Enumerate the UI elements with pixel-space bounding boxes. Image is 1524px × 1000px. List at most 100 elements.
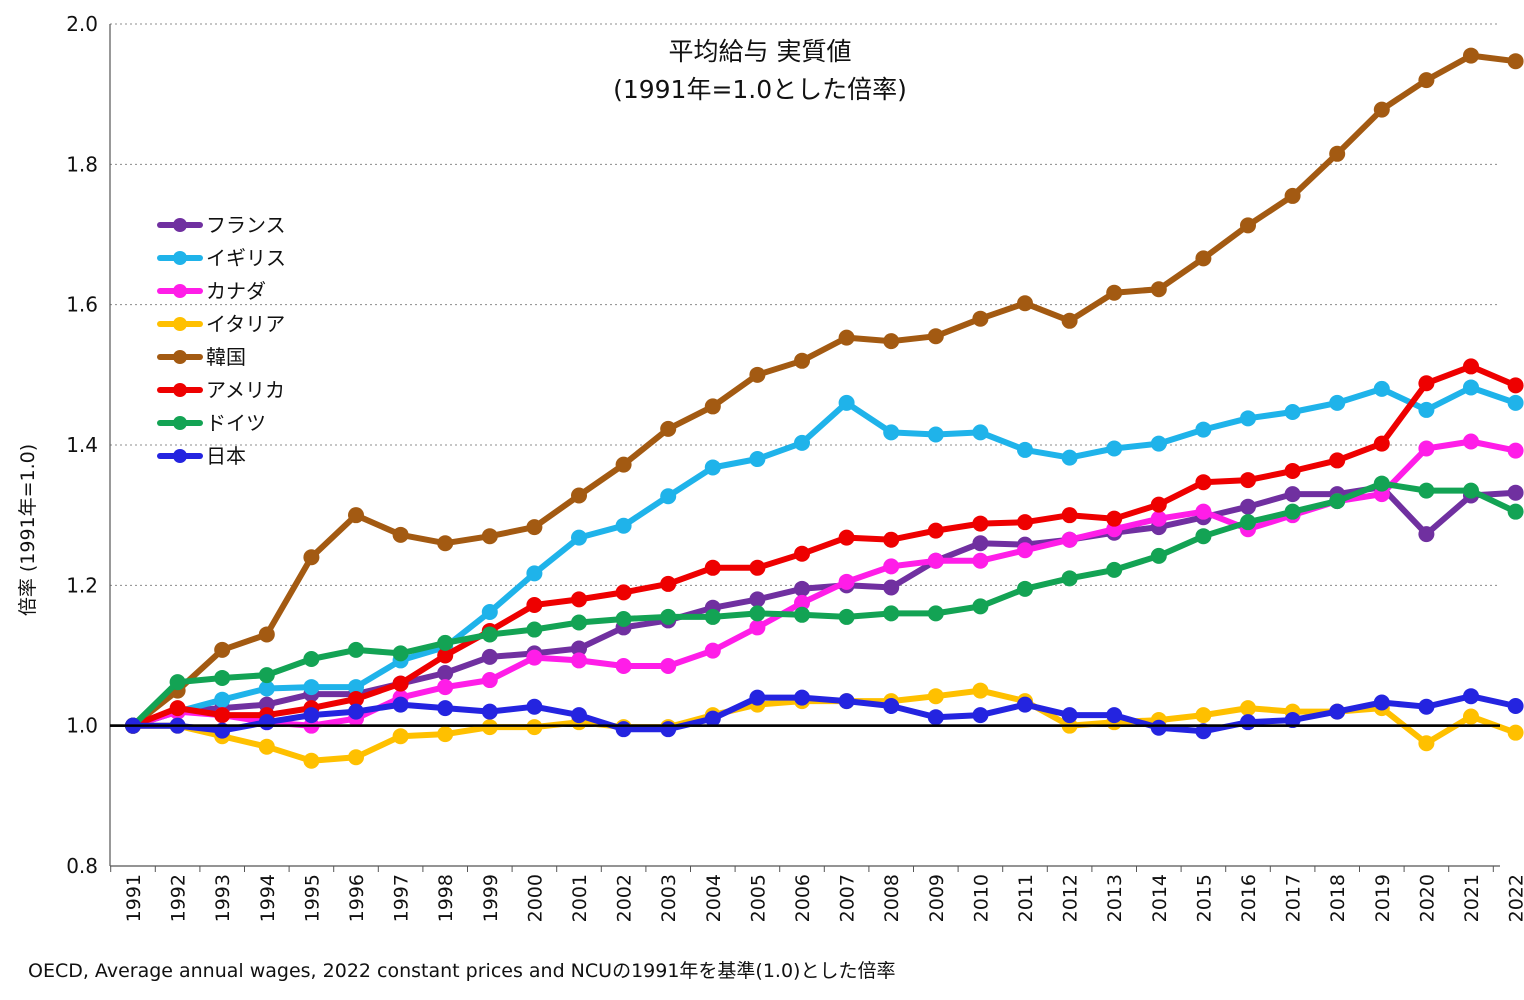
x-tick-label: 1998 xyxy=(435,874,457,922)
data-point xyxy=(615,721,632,738)
data-point xyxy=(348,679,364,696)
data-point xyxy=(214,707,231,724)
data-point xyxy=(794,594,810,611)
x-tick-label: 2021 xyxy=(1461,874,1483,922)
data-point xyxy=(1507,503,1524,520)
data-point xyxy=(1150,435,1167,452)
data-point xyxy=(258,667,275,684)
data-point xyxy=(214,669,231,686)
legend-label: イタリア xyxy=(206,312,285,336)
data-point xyxy=(615,611,632,628)
series-ドイツ xyxy=(125,475,1524,734)
series-フランス xyxy=(125,479,1524,734)
x-tick-label: 2017 xyxy=(1283,874,1305,922)
x-tick-label: 1994 xyxy=(257,874,279,922)
data-point xyxy=(1507,484,1524,501)
data-point xyxy=(303,752,320,769)
data-point xyxy=(972,424,989,441)
data-point xyxy=(838,394,855,411)
data-point xyxy=(258,714,275,731)
data-point xyxy=(1418,401,1435,418)
data-point xyxy=(526,698,543,715)
x-tick-label: 2022 xyxy=(1506,874,1524,922)
data-point xyxy=(794,352,810,369)
data-point xyxy=(437,665,454,682)
chart-title-line: (1991年=1.0とした倍率) xyxy=(613,75,907,104)
data-point xyxy=(794,580,810,597)
data-point xyxy=(437,726,454,743)
data-point xyxy=(214,691,231,708)
data-point xyxy=(972,598,989,615)
data-point xyxy=(1017,295,1033,312)
data-point xyxy=(838,608,855,625)
data-point xyxy=(1061,312,1078,329)
data-point xyxy=(1061,707,1078,724)
data-point xyxy=(1284,503,1301,520)
y-tick-label: 1.4 xyxy=(66,433,98,457)
data-point xyxy=(749,591,766,608)
data-point xyxy=(794,434,810,451)
data-point xyxy=(348,749,364,766)
data-point xyxy=(348,691,364,708)
data-point xyxy=(571,487,587,504)
data-point xyxy=(571,640,587,657)
data-point xyxy=(348,641,364,658)
data-point xyxy=(1329,493,1346,510)
data-point xyxy=(927,688,944,705)
data-point xyxy=(1284,404,1301,421)
data-point xyxy=(1284,486,1301,503)
data-point xyxy=(1106,510,1123,527)
data-point xyxy=(1061,531,1078,548)
data-point xyxy=(927,522,944,539)
data-point xyxy=(392,696,409,713)
data-point xyxy=(615,584,632,601)
data-point xyxy=(1284,462,1301,479)
data-point xyxy=(704,710,721,727)
data-point xyxy=(1418,698,1435,715)
data-point xyxy=(1195,528,1212,545)
data-point xyxy=(392,728,409,745)
data-point xyxy=(1329,394,1346,411)
data-point xyxy=(1463,358,1479,375)
data-point xyxy=(392,675,409,692)
data-point xyxy=(1017,580,1033,597)
legend-label: ドイツ xyxy=(206,411,266,435)
series-line xyxy=(130,52,1519,729)
data-point xyxy=(1329,452,1346,469)
data-point xyxy=(794,606,810,623)
legend-swatch-marker xyxy=(173,383,187,397)
legend-swatch-marker xyxy=(173,218,187,232)
data-point xyxy=(660,488,677,505)
x-tick-label: 2011 xyxy=(1015,874,1037,922)
data-point xyxy=(1195,723,1212,740)
data-point xyxy=(883,698,900,715)
data-point xyxy=(437,700,454,717)
chart-title: 平均給与 実質値 (1991年=1.0とした倍率) xyxy=(613,37,907,104)
legend-label: フランス xyxy=(206,213,286,237)
data-point xyxy=(169,700,186,717)
data-point xyxy=(615,658,632,675)
data-point xyxy=(258,738,275,755)
data-point xyxy=(972,515,989,532)
data-point xyxy=(704,459,721,476)
data-point xyxy=(1106,707,1123,724)
data-point xyxy=(660,575,677,592)
legend-item: 日本 xyxy=(157,444,246,468)
data-point xyxy=(927,709,944,726)
data-point xyxy=(1373,694,1390,711)
data-point xyxy=(1150,496,1167,513)
data-point xyxy=(1418,735,1435,752)
data-point xyxy=(481,703,498,720)
y-tick-label: 0.8 xyxy=(66,854,98,878)
data-point xyxy=(1418,375,1435,392)
data-point xyxy=(571,591,587,608)
series-lines xyxy=(125,47,1524,769)
legend-label: イギリス xyxy=(206,246,286,270)
legend-swatch-marker xyxy=(173,251,187,265)
data-point xyxy=(1017,696,1033,713)
data-point xyxy=(392,526,409,543)
legend-item: イギリス xyxy=(157,246,286,270)
x-tick-label: 2019 xyxy=(1372,874,1394,922)
legend-label: 韓国 xyxy=(206,345,246,369)
